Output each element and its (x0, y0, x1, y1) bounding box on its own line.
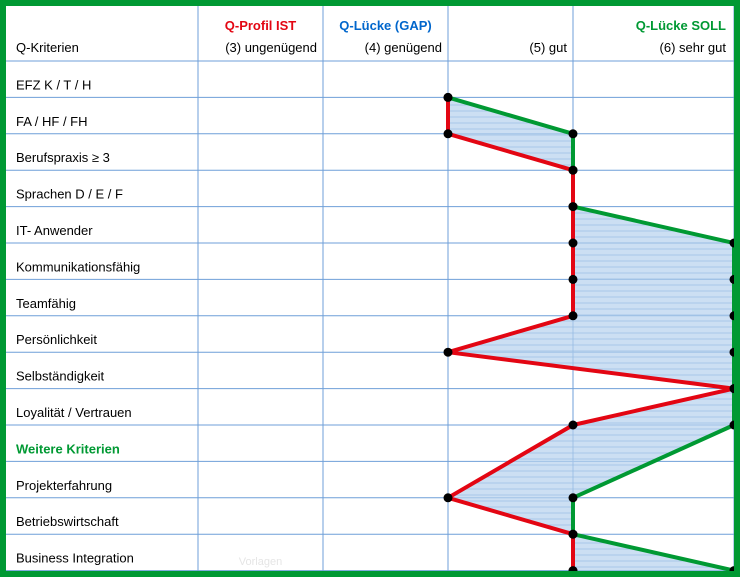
header-top-0: Q-Profil IST (225, 18, 297, 33)
header-criteria-label: Q-Kriterien (16, 40, 79, 55)
row-label-3: Sprachen D / E / F (16, 187, 123, 202)
row-label-11: Projekterfahrung (16, 478, 112, 493)
header-bottom-0: (3) ungenügend (225, 40, 317, 55)
header-bottom-3: (6) sehr gut (660, 40, 727, 55)
profile-chart-svg: Q-Kriterien Q-Profil IST (3) ungenügend Q-L… (6, 6, 734, 571)
row-label-9: Loyalität / Vertrauen (16, 405, 132, 420)
gap-fill (448, 97, 734, 570)
row-label-2: Berufspraxis ≥ 3 (16, 150, 110, 165)
header-top-3: Q-Lücke SOLL (636, 18, 726, 33)
row-label-13: Business Integration (16, 551, 134, 566)
header-top-1: Q-Lücke (GAP) (339, 18, 431, 33)
row-label-1: FA / HF / FH (16, 114, 88, 129)
section-label: Weitere Kriterien (16, 441, 120, 456)
row-label-7: Persönlichkeit (16, 332, 97, 347)
row-label-8: Selbständigkeit (16, 369, 105, 384)
header-bottom-2: (5) gut (529, 40, 567, 55)
row-label-5: Kommunikationsfähig (16, 259, 140, 274)
header: Q-Kriterien Q-Profil IST (3) ungenügend Q-L… (16, 18, 726, 55)
row-label-12: Betriebswirtschaft (16, 514, 119, 529)
header-bottom-1: (4) genügend (365, 40, 442, 55)
row-labels: EFZ K / T / H FA / HF / FH Berufspraxis ≥ … (16, 77, 140, 565)
row-label-0: EFZ K / T / H (16, 77, 91, 92)
row-label-6: Teamfähig (16, 296, 76, 311)
row-label-4: IT- Anwender (16, 223, 93, 238)
chart-frame: Q-Kriterien Q-Profil IST (3) ungenügend Q-L… (0, 0, 740, 577)
watermark: Vorlagen (239, 556, 282, 568)
chart-inner: Q-Kriterien Q-Profil IST (3) ungenügend Q-L… (6, 6, 734, 571)
